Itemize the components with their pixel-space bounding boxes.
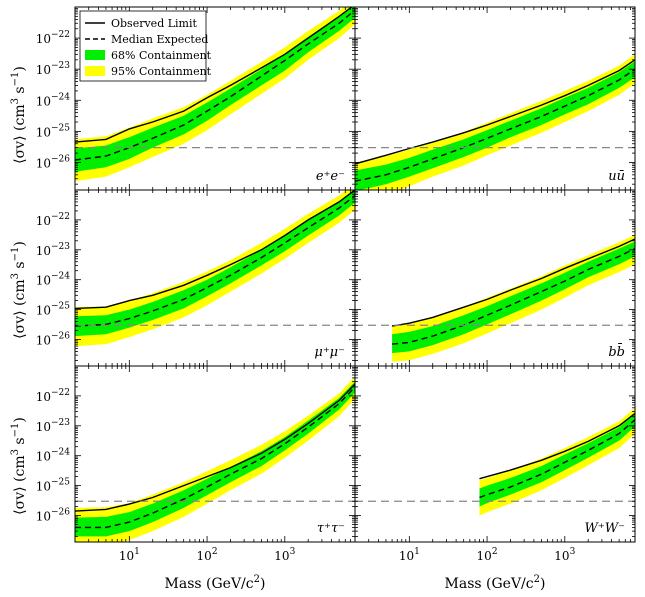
- median-expected-line: [479, 419, 635, 499]
- panel-plot-area: [75, 7, 355, 182]
- legend-label: Observed Limit: [111, 17, 198, 30]
- median-expected-line: [75, 386, 355, 529]
- observed-limit-line: [75, 190, 355, 310]
- median-expected-line: [392, 247, 635, 345]
- y-tick-label: 10−23: [36, 418, 71, 434]
- y-tick-label: 10−26: [36, 154, 71, 170]
- band-68-containment: [392, 241, 635, 354]
- panel-plot-area: [355, 54, 635, 190]
- legend-label: 95% Containment: [111, 65, 212, 78]
- median-expected-line: [75, 195, 355, 327]
- panel-6: 101 102 103 W⁺W⁻: [354, 365, 636, 563]
- y-tick-label: 10−24: [36, 272, 71, 288]
- band-68-containment: [355, 61, 635, 190]
- panel-5: 10−26 10−25 10−24 10−23 10−22 101 102 103 τ⁺τ⁻: [36, 365, 356, 563]
- band-68-containment: [75, 190, 355, 337]
- channel-label: μ⁺μ⁻: [314, 345, 345, 360]
- median-expected-line: [355, 68, 635, 182]
- y-tick-label: 10−22: [36, 212, 70, 228]
- channel-label: W⁺W⁻: [585, 521, 625, 536]
- x-axis-label-left: Mass (GeV/c2): [165, 574, 266, 592]
- panel-plot-area: [75, 376, 355, 542]
- band-68-containment: [75, 381, 355, 537]
- channel-label: τ⁺τ⁻: [317, 521, 345, 536]
- y-axis-label-row-2: ⟨σv⟩ (cm3 s−1): [10, 241, 28, 339]
- x-tick-label: 101: [399, 547, 420, 563]
- y-axis-label-row-3: ⟨σv⟩ (cm3 s−1): [10, 417, 28, 515]
- y-tick-label: 10−26: [36, 508, 71, 524]
- legend-label: 68% Containment: [111, 49, 212, 62]
- panel-plot-area: [355, 407, 635, 516]
- channel-label: e⁺e⁻: [316, 169, 345, 184]
- legend-swatch: [85, 66, 105, 76]
- x-tick-label: 103: [554, 547, 575, 563]
- y-tick-label: 10−22: [36, 388, 70, 404]
- panel-frame: [354, 365, 636, 543]
- channel-label: bb̄: [608, 343, 625, 360]
- panel-4: bb̄: [354, 189, 636, 367]
- band-95-containment: [75, 376, 355, 542]
- panel-3: 10−26 10−25 10−24 10−23 10−22 μ⁺μ⁻: [36, 189, 356, 367]
- x-tick-label: 101: [119, 547, 140, 563]
- median-expected-line: [75, 9, 355, 161]
- panel-plot-area: [355, 234, 635, 362]
- legend: Observed Limit Median Expected 68% Contain…: [79, 10, 212, 82]
- band-68-containment: [75, 7, 355, 172]
- observed-limit-line: [75, 7, 353, 143]
- y-tick-label: 10−22: [36, 30, 70, 46]
- x-tick-label: 103: [274, 547, 295, 563]
- observed-limit-line: [75, 383, 355, 512]
- observed-limit-line: [355, 59, 635, 165]
- y-tick-label: 10−25: [36, 123, 71, 139]
- y-tick-label: 10−24: [36, 92, 71, 108]
- observed-limit-line: [479, 412, 635, 480]
- panel-plot-area: [75, 190, 355, 347]
- legend-swatch: [85, 50, 105, 60]
- y-tick-label: 10−25: [36, 302, 71, 318]
- panel-2: uū: [354, 6, 636, 191]
- x-tick-label: 102: [477, 547, 498, 563]
- channel-label: uū: [608, 169, 625, 184]
- y-tick-label: 10−23: [36, 61, 71, 77]
- x-tick-label: 102: [197, 547, 218, 563]
- y-tick-label: 10−25: [36, 478, 71, 494]
- y-tick-label: 10−23: [36, 242, 71, 258]
- y-axis-label-row-1: ⟨σv⟩ (cm3 s−1): [10, 66, 28, 164]
- legend-label: Median Expected: [111, 33, 208, 46]
- y-tick-label: 10−26: [36, 332, 71, 348]
- x-axis-label-right: Mass (GeV/c2): [445, 574, 546, 592]
- observed-limit-line: [391, 238, 635, 327]
- axis-labels: ⟨σv⟩ (cm3 s−1) ⟨σv⟩ (cm3 s−1) ⟨σv⟩ (cm3 …: [10, 66, 545, 592]
- y-tick-label: 10−24: [36, 448, 71, 464]
